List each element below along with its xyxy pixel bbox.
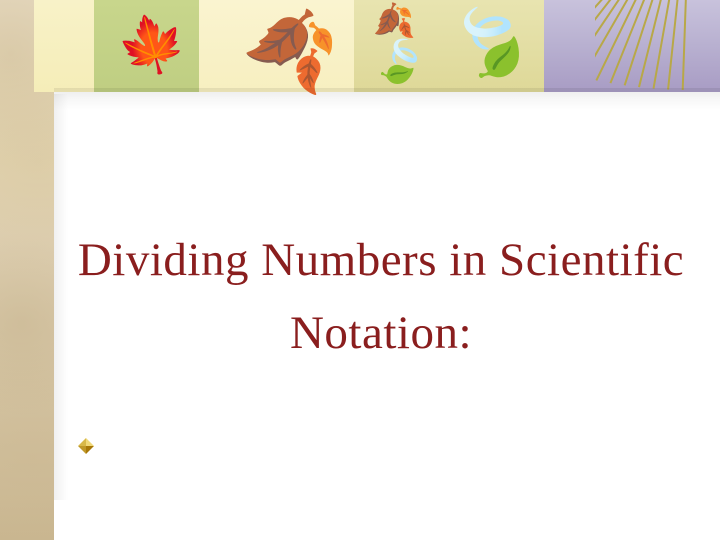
banner-drop-shadow	[54, 88, 720, 110]
maple-leaf-icon: 🍁	[112, 10, 194, 82]
top-decorative-banner: 🍁 🍂 🍃 🍃 🍂	[34, 0, 720, 118]
banner-seg-5	[544, 0, 720, 92]
slide-title-line2: Notation:	[62, 297, 700, 370]
banner-seg-3: 🍂	[199, 0, 354, 92]
banner-segments: 🍁 🍂 🍃 🍃 🍂	[34, 0, 720, 92]
slide-title-line1: Dividing Numbers in Scientific	[62, 224, 700, 297]
green-leaf-icon: 🍃	[439, 0, 544, 91]
slide-title-container: Dividing Numbers in Scientific Notation:	[62, 224, 700, 370]
banner-seg-1	[34, 0, 94, 92]
bullet-diamond-icon	[78, 438, 94, 454]
large-leaf-icon: 🍂	[237, 0, 346, 95]
banner-seg-4: 🍃 🍃 🍂	[354, 0, 544, 92]
banner-seg-2: 🍁	[94, 0, 199, 92]
small-leaf-icon: 🍃	[369, 36, 430, 90]
tan-leaf-icon: 🍂	[371, 4, 416, 42]
